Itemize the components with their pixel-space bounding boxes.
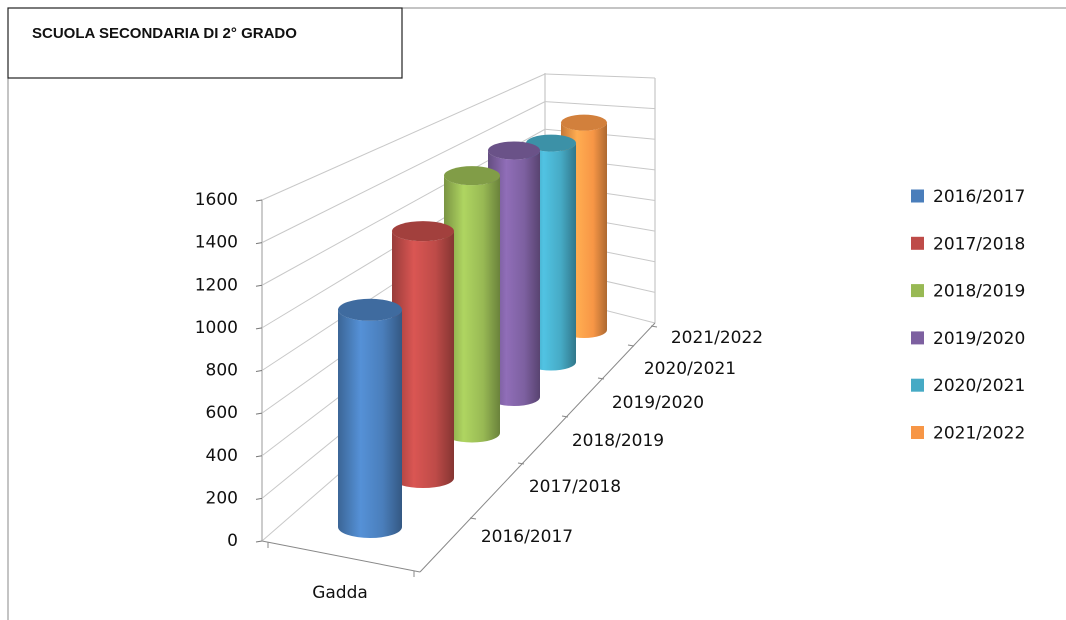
y-tick-label: 800 [206, 361, 238, 381]
y-tick [255, 540, 263, 543]
depth-axis [419, 322, 656, 573]
grid-line [261, 101, 546, 244]
legend-label: 2017/2018 [933, 234, 1025, 254]
legend-swatch [911, 236, 924, 250]
y-tick-label: 400 [206, 446, 238, 466]
y-tick [255, 412, 263, 415]
y-tick-label: 1400 [195, 233, 238, 253]
cylinder-top [392, 221, 454, 242]
bars [338, 114, 607, 538]
cylinder-top [561, 114, 607, 131]
depth-label: 2017/2018 [529, 477, 621, 497]
legend-swatch [911, 189, 924, 203]
cylinder [392, 231, 454, 489]
depth-label: 2021/2022 [671, 328, 763, 348]
depth-tick [627, 344, 635, 347]
legend-label: 2019/2020 [933, 329, 1025, 349]
cylinder-top [526, 134, 576, 152]
grid-line [544, 73, 656, 79]
cylinder [488, 150, 540, 406]
y-tick-label: 1000 [195, 318, 238, 338]
depth-label: 2020/2021 [644, 359, 736, 379]
depth-label: 2018/2019 [572, 431, 664, 451]
depth-tick [650, 325, 658, 328]
cylinder-top [338, 298, 402, 321]
legend-label: 2020/2021 [933, 376, 1025, 396]
depth-tick [517, 462, 525, 465]
depth-tick [469, 517, 477, 520]
y-tick-label: 1200 [195, 275, 238, 295]
y-tick [255, 242, 263, 245]
grid-line [261, 73, 546, 201]
depth-label: 2019/2020 [612, 393, 704, 413]
chart-title: SCUOLA SECONDARIA DI 2° GRADO [32, 25, 297, 42]
legend-label: 2016/2017 [933, 187, 1025, 207]
y-tick [255, 497, 263, 500]
y-tick-label: 0 [227, 531, 238, 551]
depth-tick [597, 377, 605, 380]
legend-swatch [911, 378, 924, 392]
y-tick [255, 284, 263, 287]
cylinder-top [444, 166, 500, 186]
legend-swatch [911, 331, 924, 345]
labels: 0 200 400 600 800 1000 1200 1400 1600 Gadda 2016/2… [195, 187, 1026, 603]
depth-tick [561, 415, 569, 418]
y-tick [255, 327, 263, 330]
legend-label: 2018/2019 [933, 282, 1025, 302]
cylinder [338, 309, 402, 538]
y-tick [255, 370, 263, 372]
x-axis [261, 540, 421, 573]
y-tick-label: 600 [206, 403, 238, 423]
legend-swatch [911, 284, 924, 298]
y-tick [255, 199, 263, 202]
cylinder-top [488, 141, 540, 160]
grid-line [544, 101, 656, 110]
y-tick [255, 455, 263, 458]
legend-label: 2021/2022 [933, 424, 1025, 444]
y-tick-label: 1600 [195, 190, 238, 210]
x-tick-label: Gadda [312, 583, 368, 603]
legend-swatch [911, 426, 924, 439]
title-box [7, 7, 403, 79]
depth-label: 2016/2017 [481, 527, 573, 547]
y-tick-label: 200 [206, 488, 238, 508]
cylinder [444, 175, 500, 443]
